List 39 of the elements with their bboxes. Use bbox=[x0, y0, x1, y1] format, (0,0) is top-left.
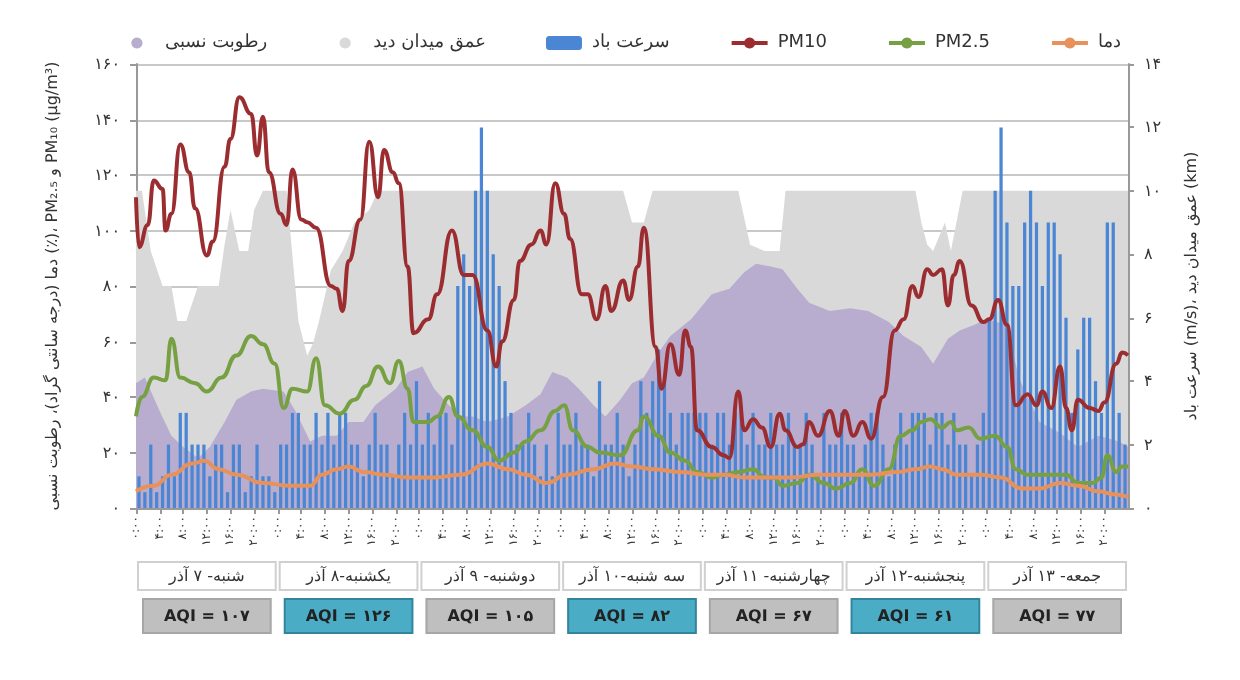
y-tick-label: ۱۲۰ bbox=[94, 166, 120, 184]
legend-label: PM2.5 bbox=[934, 33, 990, 53]
y-tick-label: ۱۴۰ bbox=[94, 110, 120, 129]
y-tick-label: ۱۰۰ bbox=[94, 221, 120, 240]
y2-tick-label: ۱۲ bbox=[1144, 118, 1162, 137]
text: AQI = ۷۷ bbox=[1019, 607, 1096, 625]
text: AQI = ۸۲ bbox=[593, 607, 671, 625]
text: AQI = ۱۰۷ bbox=[163, 607, 250, 625]
text: یکشنبه-۸ آذر bbox=[304, 565, 391, 585]
legend-label: عمق میدان دید bbox=[373, 33, 486, 53]
text: دوشنبه- ۹ آذر bbox=[443, 565, 537, 585]
y-tick-label: ۰ bbox=[111, 499, 120, 517]
text: AQI = ۱۲۶ bbox=[305, 607, 392, 625]
legend-label: دما bbox=[1097, 33, 1122, 53]
y2-tick-label: ۸ bbox=[1144, 245, 1154, 264]
text: پنجشنبه-۱۲ آذر bbox=[863, 565, 966, 585]
y2-axis-title: سرعت باد (m/s)، عمق میدان دید (km) bbox=[1181, 151, 1200, 421]
text: AQI = ۶۱ bbox=[877, 607, 954, 625]
text: AQI = ۶۷ bbox=[735, 607, 812, 625]
y2-tick-label: ۱۴ bbox=[1144, 55, 1162, 73]
y-tick-label: ۸۰ bbox=[102, 277, 120, 295]
legend-label: رطوبت نسبی bbox=[164, 33, 268, 53]
y-tick-label: ۶۰ bbox=[102, 332, 120, 351]
y2-tick-label: ۶ bbox=[1144, 308, 1153, 327]
text: سه شنبه-۱۰ آذر bbox=[576, 565, 686, 585]
y2-tick-label: ۴ bbox=[1144, 372, 1153, 391]
text: شنبه- ۷ آذر bbox=[167, 565, 246, 585]
y-tick-label: ۴۰ bbox=[102, 388, 120, 406]
y-tick-label: ۲۰ bbox=[102, 443, 120, 462]
y2-tick-label: ۱۰ bbox=[1144, 181, 1162, 200]
y-tick-label: ۱۶۰ bbox=[94, 55, 120, 73]
text: جمعه- ۱۳ آذر bbox=[1011, 565, 1102, 585]
y2-tick-label: ۲ bbox=[1144, 435, 1153, 454]
text: AQI = ۱۰۵ bbox=[447, 607, 534, 625]
legend-label: PM10 bbox=[777, 33, 828, 53]
legend-label: سرعت باد bbox=[591, 33, 670, 53]
y2-tick-label: ۰ bbox=[1144, 499, 1153, 517]
y-axis-title: دما (درجه سانتی گراد)، رطوبت نسبی (٪)، PM₂.₅ و PM₁₀ (µg/m³) bbox=[41, 61, 61, 511]
text: چهارشنبه- ۱۱ آذر bbox=[714, 565, 831, 585]
